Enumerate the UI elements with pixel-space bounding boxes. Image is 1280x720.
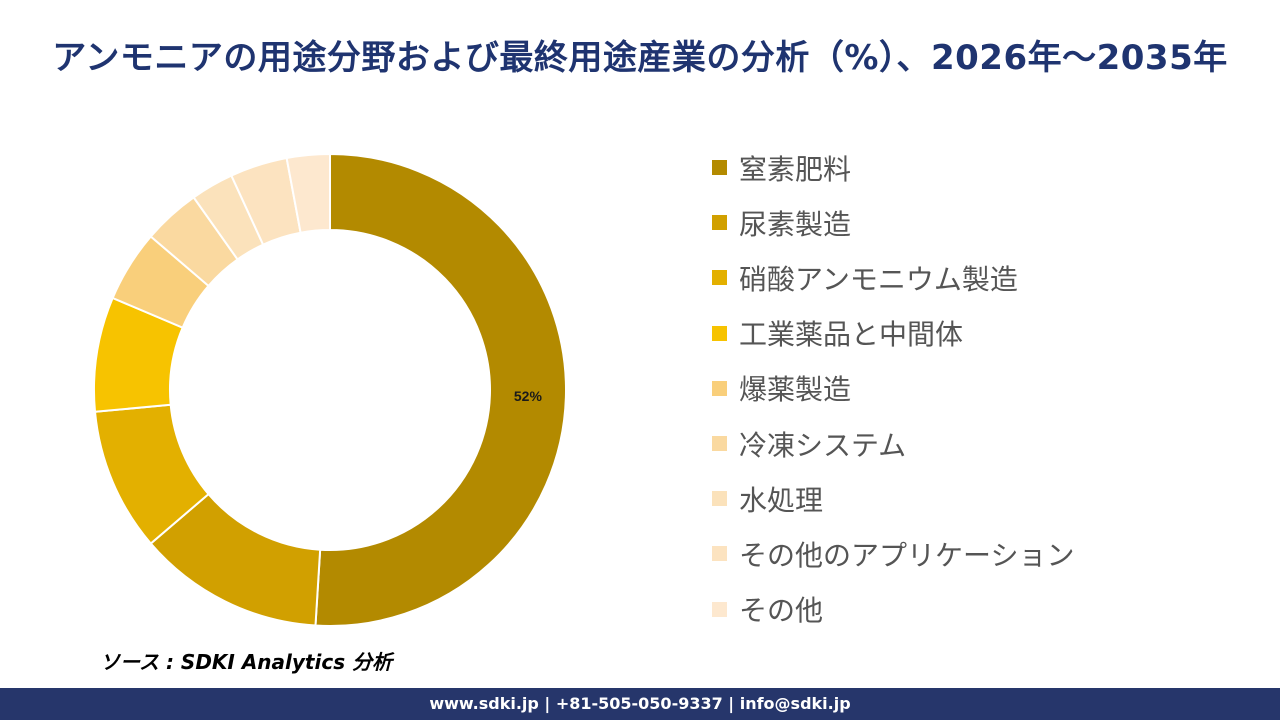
legend-label: その他のアプリケーション <box>739 538 1075 572</box>
legend-item: その他 <box>712 582 1272 637</box>
donut-slice <box>285 152 331 234</box>
legend-swatch <box>712 270 727 286</box>
chart-legend: 窒素肥料尿素製造硝酸アンモニウム製造 工業薬品と中間体 爆薬製造冷凍システム 水処理そ… <box>712 140 1272 637</box>
legend-swatch <box>712 436 727 452</box>
legend-item: 硝酸アンモニウム製造 <box>712 250 1272 305</box>
legend-label: 尿素製造 <box>739 207 852 241</box>
legend-label: その他 <box>739 594 824 628</box>
legend-swatch <box>712 380 727 396</box>
legend-label: 工業薬品と中間体 <box>739 318 964 352</box>
footer-contact: www.sdki.jp | +81-505-050-9337 | info@sd… <box>0 688 1280 720</box>
legend-swatch <box>712 160 727 176</box>
legend-label: 爆薬製造 <box>739 373 852 407</box>
donut-slice <box>314 152 567 627</box>
source-note: ソース : SDKI Analytics 分析 <box>100 650 393 674</box>
donut-chart-svg: 52% <box>93 152 567 627</box>
legend-swatch <box>712 215 727 231</box>
legend-label: 水処理 <box>739 483 824 517</box>
legend-item: 尿素製造 <box>712 195 1272 250</box>
legend-item: 爆薬製造 <box>712 361 1272 416</box>
legend-item: 窒素肥料 <box>712 140 1272 195</box>
legend-swatch <box>712 491 727 507</box>
legend-item: その他のアプリケーション <box>712 526 1272 581</box>
legend-item: 工業薬品と中間体 <box>712 306 1272 361</box>
legend-label: 冷凍システム <box>739 428 907 462</box>
legend-item: 冷凍システム <box>712 416 1272 471</box>
slice-data-label: 52% <box>514 388 543 404</box>
chart-title: アンモニアの用途分野および最終用途産業の分析（%）、2026年～2035年 <box>52 38 1228 78</box>
donut-chart: 52% <box>90 150 570 630</box>
legend-label: 窒素肥料 <box>739 152 852 186</box>
legend-item: 水処理 <box>712 471 1272 526</box>
legend-label: 硝酸アンモニウム製造 <box>739 262 1018 296</box>
legend-swatch <box>712 601 727 617</box>
legend-swatch <box>712 546 727 562</box>
legend-swatch <box>712 325 727 341</box>
